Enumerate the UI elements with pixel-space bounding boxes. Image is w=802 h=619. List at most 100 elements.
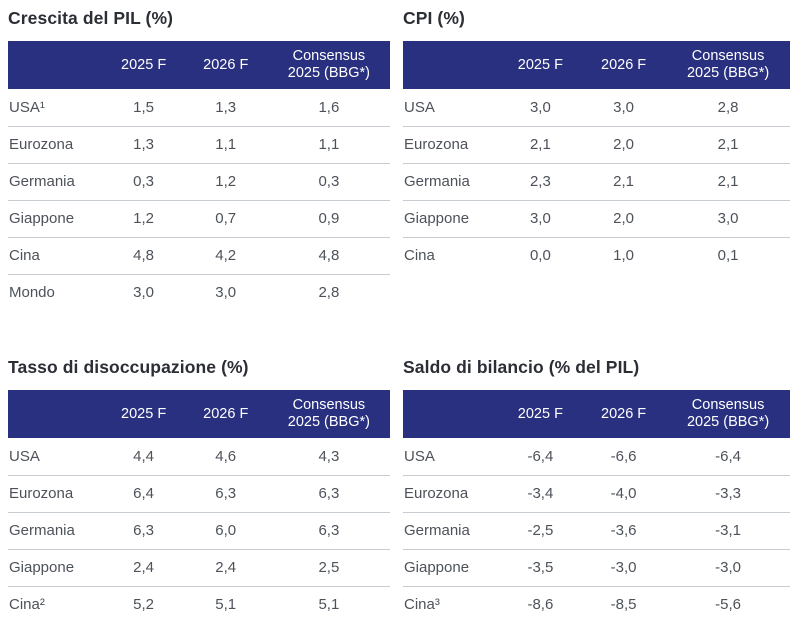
header-corner-cell bbox=[403, 390, 500, 438]
table-row: USA 4,4 4,6 4,3 bbox=[8, 438, 390, 475]
row-label: Giappone bbox=[403, 199, 500, 237]
cell-value: 0,1 bbox=[666, 236, 790, 274]
cell-value: 6,4 bbox=[103, 474, 184, 512]
header-row: 2025 F 2026 F Consensus 2025 (BBG*) bbox=[8, 41, 390, 89]
header-row: 2025 F 2026 F Consensus 2025 (BBG*) bbox=[403, 390, 790, 438]
table-body: USA¹ 1,5 1,3 1,6 Eurozona 1,3 1,1 1,1 Germania 0,… bbox=[8, 89, 390, 311]
row-label: Germania bbox=[8, 511, 104, 549]
cell-value: 3,0 bbox=[613, 98, 634, 116]
cell-value: 3,0 bbox=[103, 273, 184, 311]
cell-value: 4,8 bbox=[267, 236, 390, 274]
row-label: Cina² bbox=[8, 585, 104, 619]
cell-value: -5,6 bbox=[666, 585, 790, 619]
table-gdp-growth: Crescita del PIL (%) 2025 F 2026 F Conse… bbox=[8, 8, 390, 311]
table-row: Eurozona -3,4 -4,0 -3,3 bbox=[403, 474, 790, 512]
cell-value: 1,6 bbox=[318, 98, 340, 116]
cell-value: 6,3 bbox=[267, 511, 390, 549]
row-label: Cina bbox=[8, 236, 104, 274]
cell-value: -3,3 bbox=[666, 474, 790, 512]
cell-value: 4,6 bbox=[215, 447, 237, 465]
cell-value: 4,3 bbox=[318, 447, 340, 465]
header-corner-cell bbox=[8, 41, 104, 89]
table-row: Cina 0,0 1,0 0,1 bbox=[403, 236, 790, 274]
cell-value: 6,0 bbox=[183, 511, 268, 549]
table-header: 2025 F 2026 F Consensus 2025 (BBG*) bbox=[403, 41, 790, 89]
cell-value: -6,6 bbox=[610, 447, 637, 465]
header-col-2026f: 2026 F bbox=[581, 41, 667, 89]
table-budget-balance: Saldo di bilancio (% del PIL) 2025 F 202… bbox=[403, 357, 790, 619]
table-row: Mondo 3,0 3,0 2,8 bbox=[8, 273, 390, 311]
cell-value: 0,9 bbox=[267, 199, 390, 237]
cell-value: 4,2 bbox=[183, 236, 268, 274]
table-header: 2025 F 2026 F Consensus 2025 (BBG*) bbox=[403, 390, 790, 438]
table-row: Cina³ -8,6 -8,5 -5,6 bbox=[403, 585, 790, 619]
table-row: USA¹ 1,5 1,3 1,6 bbox=[8, 89, 390, 126]
row-label: Cina³ bbox=[403, 585, 500, 619]
row-label: USA bbox=[404, 447, 435, 465]
table-row: Giappone 3,0 2,0 3,0 bbox=[403, 199, 790, 237]
header-col-2026f: 2026 F bbox=[183, 390, 268, 438]
header-col-consensus: Consensus 2025 (BBG*) bbox=[267, 41, 390, 89]
table-title: CPI (%) bbox=[403, 8, 465, 28]
table-row: Cina² 5,2 5,1 5,1 bbox=[8, 585, 390, 619]
table-title: Tasso di disoccupazione (%) bbox=[8, 357, 249, 377]
cell-value: 1,1 bbox=[183, 125, 268, 163]
cell-value: 2,1 bbox=[666, 125, 790, 163]
cell-value: 2,1 bbox=[499, 125, 582, 163]
cell-value: 0,0 bbox=[499, 236, 582, 274]
row-label: Mondo bbox=[8, 273, 104, 311]
cell-value: 2,0 bbox=[581, 125, 667, 163]
cell-value: 2,1 bbox=[666, 162, 790, 200]
header-col-2025f: 2025 F bbox=[103, 390, 184, 438]
row-label: Germania bbox=[8, 162, 104, 200]
cell-value: -3,1 bbox=[666, 511, 790, 549]
cell-value: 3,0 bbox=[183, 273, 268, 311]
row-label: Giappone bbox=[8, 548, 104, 586]
table-row: USA 3,0 3,0 2,8 bbox=[403, 89, 790, 126]
cell-value: 4,4 bbox=[133, 447, 155, 465]
row-label: Giappone bbox=[8, 199, 104, 237]
table-row: Giappone 2,4 2,4 2,5 bbox=[8, 548, 390, 586]
header-col-2026f: 2026 F bbox=[581, 390, 667, 438]
cell-value: 2,4 bbox=[103, 548, 184, 586]
cell-value: 0,3 bbox=[103, 162, 184, 200]
cell-value: -4,0 bbox=[581, 474, 667, 512]
header-col-consensus: Consensus 2025 (BBG*) bbox=[666, 41, 790, 89]
data-table: 2025 F 2026 F Consensus 2025 (BBG*) USA 3… bbox=[403, 41, 790, 274]
cell-value: 0,7 bbox=[183, 199, 268, 237]
cell-value: -8,5 bbox=[581, 585, 667, 619]
header-col-2025f: 2025 F bbox=[499, 390, 582, 438]
data-table: 2025 F 2026 F Consensus 2025 (BBG*) USA 4… bbox=[8, 390, 390, 619]
cell-value: -3,4 bbox=[499, 474, 582, 512]
cell-value: 5,1 bbox=[183, 585, 268, 619]
cell-value: -6,4 bbox=[715, 447, 741, 465]
cell-value: 0,3 bbox=[267, 162, 390, 200]
table-title: Saldo di bilancio (% del PIL) bbox=[403, 357, 640, 377]
cell-value: 4,8 bbox=[103, 236, 184, 274]
cell-value: 2,0 bbox=[581, 199, 667, 237]
table-row: Germania -2,5 -3,6 -3,1 bbox=[403, 511, 790, 549]
table-row: Eurozona 1,3 1,1 1,1 bbox=[8, 125, 390, 163]
cell-value: 6,3 bbox=[103, 511, 184, 549]
header-col-2025f: 2025 F bbox=[499, 41, 582, 89]
cell-value: 3,0 bbox=[666, 199, 790, 237]
cell-value: -3,0 bbox=[666, 548, 790, 586]
row-label: Giappone bbox=[403, 548, 500, 586]
header-corner-cell bbox=[8, 390, 104, 438]
cell-value: 6,3 bbox=[267, 474, 390, 512]
cell-value: 2,1 bbox=[581, 162, 667, 200]
data-table: 2025 F 2026 F Consensus 2025 (BBG*) USA -… bbox=[403, 390, 790, 619]
cell-value: 5,1 bbox=[267, 585, 390, 619]
cell-value: 3,0 bbox=[529, 98, 551, 116]
header-row: 2025 F 2026 F Consensus 2025 (BBG*) bbox=[403, 41, 790, 89]
cell-value: 1,1 bbox=[267, 125, 390, 163]
header-col-consensus: Consensus 2025 (BBG*) bbox=[666, 390, 790, 438]
table-row: Germania 6,3 6,0 6,3 bbox=[8, 511, 390, 549]
row-label: USA bbox=[404, 98, 435, 116]
cell-value: -6,4 bbox=[527, 447, 554, 465]
cell-value: 2,8 bbox=[717, 98, 739, 116]
row-label: Eurozona bbox=[8, 474, 104, 512]
cell-value: 1,0 bbox=[581, 236, 667, 274]
cell-value: 2,5 bbox=[267, 548, 390, 586]
